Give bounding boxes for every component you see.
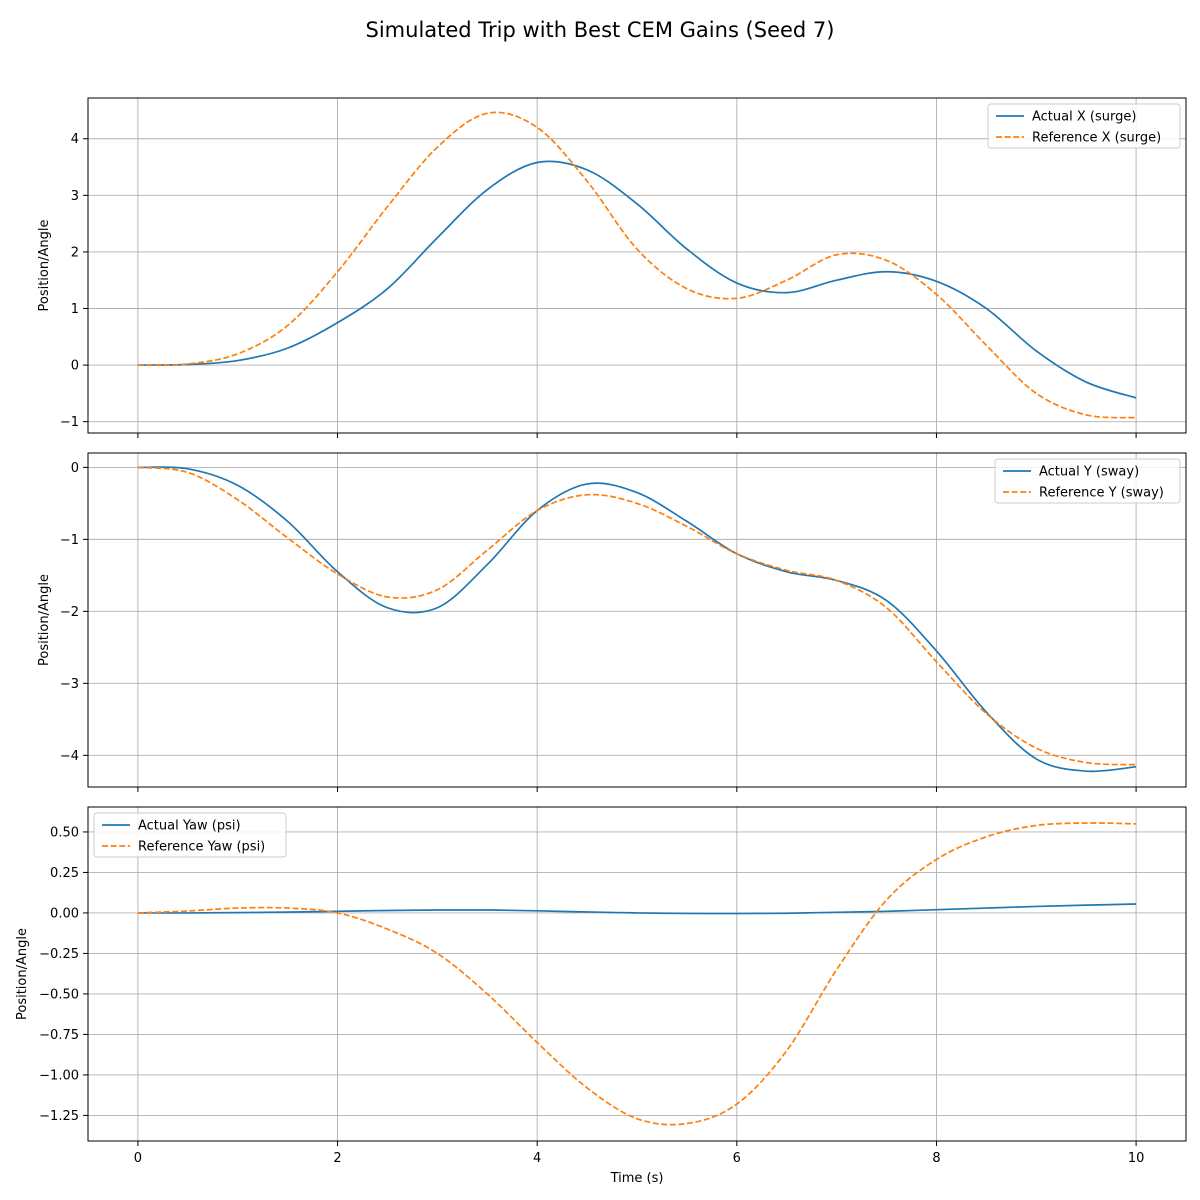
axes-frame — [87, 452, 1187, 788]
subplot-1: −1 0 1 2 3 4 Position/Angle Actual X (surge) Ref… — [37, 97, 1187, 438]
x-tick-label: 2 — [333, 1151, 341, 1166]
series-line-reference — [137, 466, 1137, 766]
series-line-actual — [137, 160, 1137, 399]
y-tick-label: 0 — [71, 461, 79, 476]
x-tick-label: 10 — [1128, 1151, 1145, 1166]
y-tick-label: −0.75 — [39, 1028, 79, 1043]
subplot-3: 0 2 4 6 8 10 0.50 0.25 0.00 −0.25 −0.50 −0.75 −1.00 −… — [15, 806, 1187, 1186]
axes-frame — [87, 97, 1187, 434]
subplot-2: 0 −1 −2 −3 −4 Position/Angle Actual Y (sway) Re… — [37, 452, 1187, 792]
series-line-actual — [137, 903, 1137, 915]
legend-box — [994, 458, 1181, 504]
x-axis-label: Time (s) — [610, 1171, 664, 1186]
x-tick-label: 4 — [533, 1151, 541, 1166]
y-tick-label: −1.25 — [39, 1109, 79, 1124]
y-tick-label: −3 — [60, 677, 79, 692]
y-tick-label: −1 — [60, 533, 79, 548]
x-tick-label: 0 — [134, 1151, 142, 1166]
y-axis-label: Position/Angle — [15, 928, 30, 1020]
legend: Actual Y (sway) Reference Y (sway) — [994, 458, 1181, 504]
legend-label: Reference Y (sway) — [1039, 486, 1164, 501]
legend: Actual X (surge) Reference X (surge) — [987, 103, 1181, 149]
x-tick-label: 6 — [733, 1151, 741, 1166]
legend-label: Reference Yaw (psi) — [138, 840, 265, 855]
legend-label: Actual Y (sway) — [1039, 465, 1139, 480]
series-line-reference — [137, 822, 1137, 1126]
legend-label: Actual Yaw (psi) — [138, 819, 241, 834]
y-tick-label: 2 — [71, 245, 79, 260]
y-tick-label: 0.00 — [50, 906, 79, 921]
x-tick-label: 8 — [932, 1151, 940, 1166]
y-tick-label: −4 — [60, 749, 79, 764]
legend-box — [93, 812, 287, 858]
y-tick-label: −1 — [60, 415, 79, 430]
y-tick-label: −0.50 — [39, 987, 79, 1002]
y-tick-label: 3 — [71, 189, 79, 204]
series-line-actual — [137, 466, 1137, 773]
y-tick-label: −2 — [60, 605, 79, 620]
y-tick-label: 0.50 — [50, 825, 79, 840]
figure-title: Simulated Trip with Best CEM Gains (Seed… — [365, 18, 835, 42]
y-tick-label: 0.25 — [50, 866, 79, 881]
y-tick-label: −1.00 — [39, 1068, 79, 1083]
y-axis-label: Position/Angle — [37, 220, 52, 312]
series-line-reference — [137, 111, 1137, 419]
y-tick-label: −0.25 — [39, 947, 79, 962]
y-tick-label: 1 — [71, 302, 79, 317]
legend-label: Actual X (surge) — [1032, 110, 1136, 125]
axes-frame — [87, 806, 1187, 1142]
y-tick-label: 4 — [71, 132, 79, 147]
legend: Actual Yaw (psi) Reference Yaw (psi) — [93, 812, 287, 858]
y-tick-label: 0 — [71, 359, 79, 374]
y-axis-label: Position/Angle — [37, 574, 52, 666]
legend-box — [987, 103, 1181, 149]
legend-label: Reference X (surge) — [1032, 131, 1161, 146]
